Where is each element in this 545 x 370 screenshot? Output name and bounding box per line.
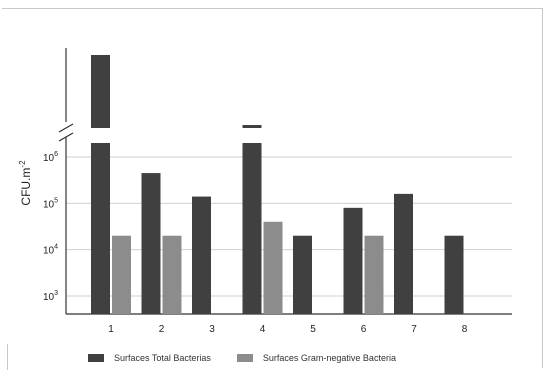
axis-break-mark [58, 132, 74, 142]
legend-swatch-gram-negative [236, 354, 253, 362]
gridlines [66, 156, 512, 297]
x-tick-label: 8 [462, 324, 468, 335]
chart-frame [2, 8, 543, 368]
bar-upper-segment [242, 125, 262, 128]
legend-item-gram-negative: Surfaces Gram-negative Bacteria [236, 353, 396, 363]
bar [162, 235, 182, 314]
x-tick-label: 1 [108, 324, 114, 335]
bar [192, 196, 211, 314]
bar [112, 235, 131, 314]
legend-label-gram-negative: Surfaces Gram-negative Bacteria [262, 353, 396, 363]
legend-swatch-total [88, 354, 104, 362]
bar-upper-segment [91, 55, 110, 128]
bar [444, 235, 464, 314]
bar [242, 143, 262, 314]
x-tick-label: 7 [411, 324, 417, 335]
bars [91, 55, 464, 314]
y-tick-label: 104 [43, 244, 58, 257]
y-axis-label: CFU.m-2 [18, 160, 33, 206]
x-tick-label: 5 [310, 324, 316, 335]
bar [91, 143, 110, 314]
bar [394, 193, 413, 314]
y-tick-label: 105 [43, 197, 58, 210]
bar [263, 221, 283, 314]
bar [343, 207, 363, 314]
y-tick-label: 106 [43, 151, 58, 164]
legend-label-total: Surfaces Total Bacterias [114, 353, 211, 363]
frame-left-edge [7, 344, 8, 370]
x-tick-label: 2 [159, 324, 165, 335]
axes [58, 48, 512, 315]
legend: Surfaces Total Bacterias Surfaces Gram-n… [88, 351, 422, 365]
x-tick-label: 6 [361, 324, 367, 335]
legend-item-total: Surfaces Total Bacterias [88, 353, 211, 363]
y-tick-label: 103 [43, 290, 58, 303]
bar [141, 173, 161, 314]
x-tick-label: 3 [209, 324, 215, 335]
tick-labels: 103 104 105 106 1 2 3 4 5 6 7 8 [43, 151, 468, 335]
x-tick-label: 4 [260, 324, 266, 335]
bar [293, 235, 312, 314]
bar [364, 235, 384, 314]
axis-break-mark [58, 123, 74, 133]
